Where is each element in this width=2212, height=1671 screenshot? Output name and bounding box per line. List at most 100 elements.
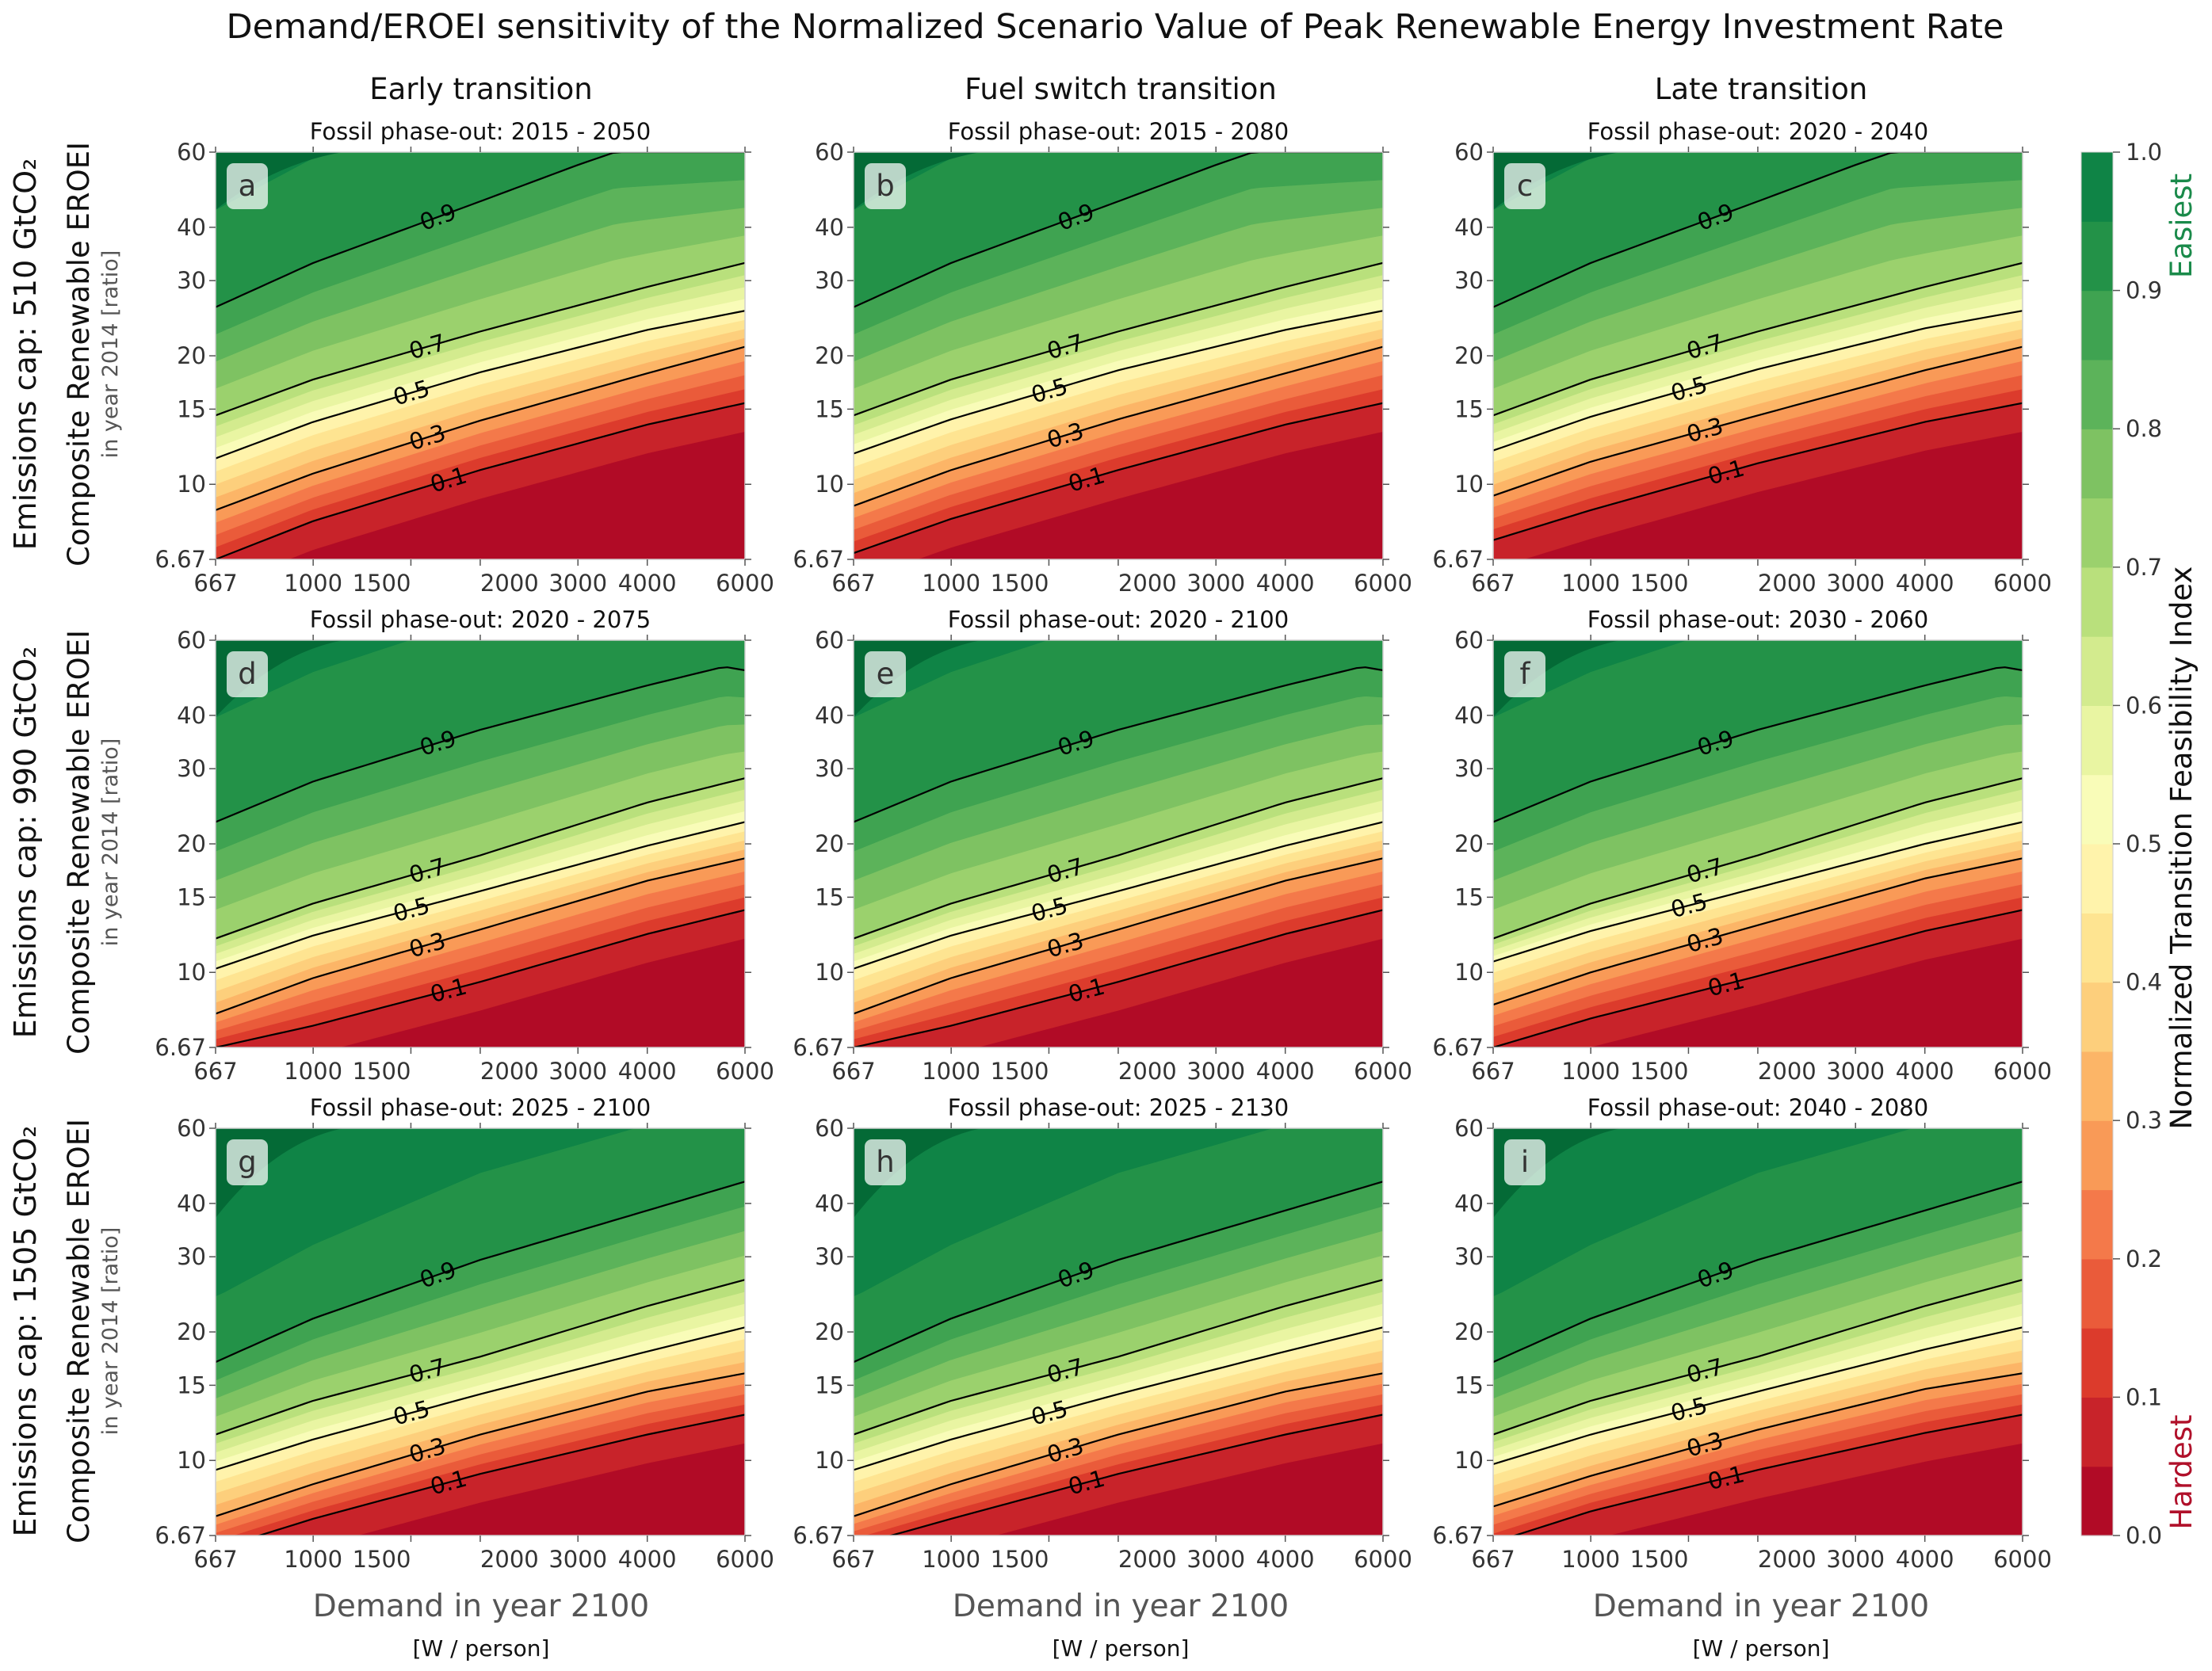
x-tick-label: 3000 <box>1186 570 1245 597</box>
colorbar-segment-19 <box>2081 152 2113 222</box>
ylabel-main-row3: Composite Renewable EROEI <box>62 1119 96 1543</box>
y-tick-label: 30 <box>177 755 206 782</box>
contour-line-c-0.3 <box>1493 345 2023 497</box>
y-tick-label: 15 <box>815 1372 844 1398</box>
colorbar-tick-label: 0.8 <box>2126 415 2162 442</box>
colorbar-segment-13 <box>2081 567 2113 637</box>
x-tick-label: 4000 <box>618 1058 677 1085</box>
contour-line-e-0.7 <box>854 777 1383 940</box>
contour-line-g-0.1 <box>256 1413 745 1536</box>
contour-fill: 0.10.30.50.70.9 <box>1493 640 2023 1047</box>
y-tick-label: 15 <box>815 883 844 910</box>
x-tick-label: 2000 <box>480 570 539 597</box>
y-tick-label: 40 <box>815 1190 844 1217</box>
panel-subtitle: Fossil phase-out: 2030 - 2060 <box>1587 606 1928 633</box>
band-h-19 <box>854 1128 1274 1297</box>
x-tick-label: 2000 <box>480 1058 539 1085</box>
panel-a: 0.10.30.50.70.9 667 1000 1500 2000 3000 4000 60… <box>155 118 774 597</box>
contour-line-i-0.1 <box>1511 1413 2023 1536</box>
y-tick-label: 60 <box>815 1115 844 1142</box>
panel-f: 0.10.30.50.70.9 667 1000 1500 2000 3000 4000 60… <box>1432 606 2052 1085</box>
contour-line-c-0.7 <box>1493 261 2023 417</box>
colorbar-segment-4 <box>2081 1189 2113 1260</box>
panel-letter: g <box>238 1145 257 1179</box>
y-tick-label: 40 <box>177 214 206 241</box>
y-tick-label: 15 <box>177 1372 206 1398</box>
xlabel-sub-col3: [W / person] <box>1693 1635 1830 1661</box>
panel-d: 0.10.30.50.70.9 667 1000 1500 2000 3000 4000 60… <box>155 606 774 1085</box>
colorbar-segment-7 <box>2081 982 2113 1052</box>
band-i-19 <box>1493 1128 1913 1297</box>
y-tick-label: 40 <box>1454 702 1484 729</box>
panel-letter-badge <box>1504 1139 1545 1185</box>
colorbar-tick-label: 0.3 <box>2126 1107 2162 1134</box>
x-tick-label: 3000 <box>548 1546 607 1573</box>
panel-letter: h <box>876 1145 894 1179</box>
contour-line-f-0.3 <box>1493 857 2023 1006</box>
contour-fill: 0.10.30.50.70.9 <box>216 640 745 1047</box>
y-tick-label: 40 <box>1454 1190 1484 1217</box>
contour-line-e-0.5 <box>854 821 1383 970</box>
x-tick-label: 6000 <box>1354 1546 1412 1573</box>
y-tick-label: 60 <box>177 1115 206 1142</box>
y-tick-label: 30 <box>1454 267 1484 294</box>
row-label-1505: Emissions cap: 1505 GtCO₂ <box>8 1126 43 1537</box>
contour-line-d-0.7 <box>216 777 745 940</box>
x-tick-label: 1500 <box>353 1058 411 1085</box>
panel-letter: b <box>876 169 895 203</box>
x-tick-label: 1500 <box>1630 1058 1689 1085</box>
contour-line-h-0.9 <box>854 1181 1383 1364</box>
contour-fill: 0.10.30.50.70.9 <box>854 152 1383 559</box>
colorbar-tick-label: 1.0 <box>2126 139 2162 166</box>
x-tick-label: 4000 <box>1256 570 1315 597</box>
panel-letter: f <box>1519 657 1530 691</box>
panel-b: 0.10.30.50.70.9 667 1000 1500 2000 3000 4000 60… <box>793 118 1412 597</box>
x-tick-label: 3000 <box>1186 1546 1245 1573</box>
y-tick-label: 60 <box>1454 627 1484 654</box>
x-tick-label: 1000 <box>1561 1546 1620 1573</box>
row-label-990: Emissions cap: 990 GtCO₂ <box>8 647 43 1039</box>
y-tick-label: 20 <box>1454 830 1484 857</box>
x-tick-label: 3000 <box>1826 570 1885 597</box>
panel-letter-badge <box>1504 163 1545 209</box>
y-tick-label: 60 <box>177 139 206 166</box>
x-tick-label: 1000 <box>284 1058 342 1085</box>
ylabel-main-row2: Composite Renewable EROEI <box>62 630 96 1055</box>
y-tick-label: 6.67 <box>793 1034 844 1061</box>
figure-title: Demand/EROEI sensitivity of the Normaliz… <box>226 7 2004 47</box>
y-tick-label: 15 <box>1454 883 1484 910</box>
y-tick-label: 20 <box>1454 342 1484 369</box>
x-tick-label: 6000 <box>1993 1058 2052 1085</box>
contour-line-d-0.5 <box>216 821 745 970</box>
y-tick-label: 40 <box>815 214 844 241</box>
panel-letter-badge <box>227 163 268 209</box>
colorbar-segment-11 <box>2081 705 2113 776</box>
xlabel-main-col3: Demand in year 2100 <box>1593 1589 1929 1624</box>
contour-line-c-0.9 <box>1493 152 2023 308</box>
contour-line-h-0.3 <box>854 1372 1383 1517</box>
x-tick-label: 4000 <box>1896 1546 1954 1573</box>
contour-line-f-0.1 <box>1493 909 2023 1047</box>
y-tick-label: 6.67 <box>155 1522 206 1549</box>
x-tick-label: 1000 <box>284 1546 342 1573</box>
colorbar-segment-14 <box>2081 498 2113 568</box>
y-tick-label: 20 <box>1454 1318 1484 1345</box>
x-tick-label: 667 <box>1471 1546 1515 1573</box>
contour-line-i-0.3 <box>1493 1372 2023 1508</box>
colorbar-segment-9 <box>2081 844 2113 914</box>
colorbar: 0.0 0.1 0.2 0.3 0.4 0.5 0.6 0.7 0.8 0.9 1.0 <box>2080 139 2162 1549</box>
x-tick-label: 1000 <box>922 570 980 597</box>
panel-subtitle: Fossil phase-out: 2020 - 2040 <box>1587 118 1928 145</box>
y-tick-label: 10 <box>1454 1447 1484 1474</box>
band-g-19 <box>216 1128 636 1297</box>
y-tick-label: 15 <box>1454 395 1484 422</box>
x-tick-label: 667 <box>1471 570 1515 597</box>
panel-i: 0.10.30.50.70.9 667 1000 1500 2000 3000 4000 60… <box>1432 1094 2051 1573</box>
x-tick-label: 667 <box>1471 1058 1515 1085</box>
x-tick-label: 1000 <box>922 1058 980 1085</box>
y-tick-label: 10 <box>177 1447 206 1474</box>
y-tick-label: 20 <box>177 342 206 369</box>
x-tick-label: 667 <box>831 1058 875 1085</box>
colorbar-tick-label: 0.2 <box>2126 1246 2162 1272</box>
